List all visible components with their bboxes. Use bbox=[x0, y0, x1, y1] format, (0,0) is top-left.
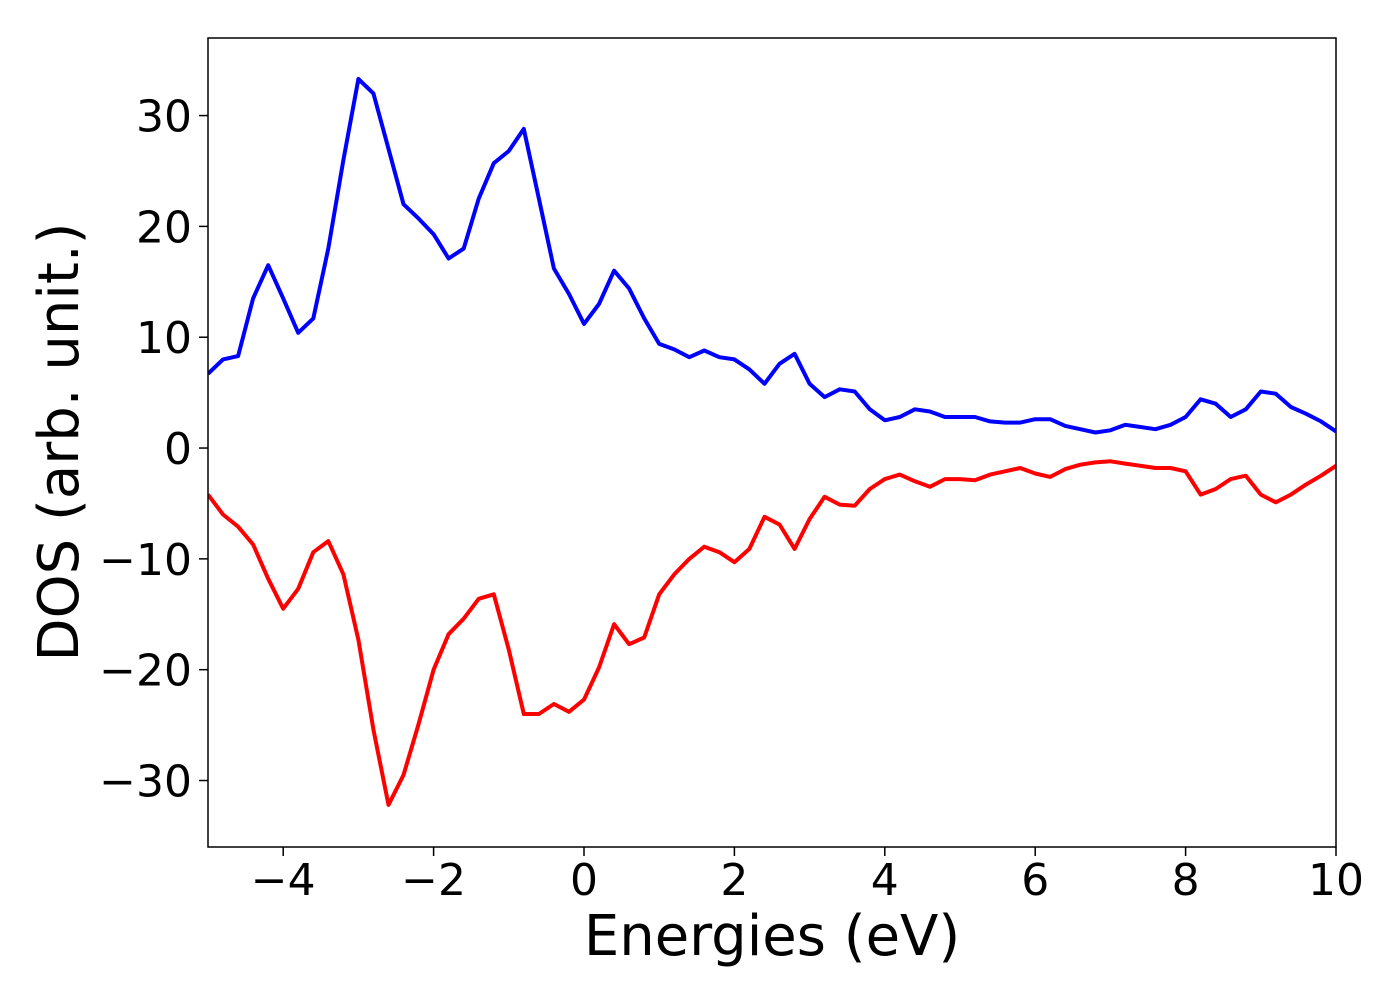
x-tick-label: 4 bbox=[871, 855, 899, 906]
y-tick-label: 10 bbox=[136, 313, 192, 364]
x-tick-label: 0 bbox=[570, 855, 598, 906]
x-tick-label: 6 bbox=[1021, 855, 1049, 906]
line-series bbox=[208, 77, 1336, 435]
x-tick-label: 2 bbox=[720, 855, 748, 906]
line-series bbox=[208, 459, 1336, 807]
x-tick-label: 8 bbox=[1172, 855, 1200, 906]
x-tick-label: 10 bbox=[1308, 855, 1364, 906]
y-tick-label: 30 bbox=[136, 92, 192, 143]
x-tick-label: −2 bbox=[401, 855, 466, 906]
plot-frame bbox=[207, 37, 1337, 848]
x-tick-label: −4 bbox=[251, 855, 316, 906]
y-tick-label: 20 bbox=[136, 202, 192, 253]
y-axis-label: DOS (arb. unit.) bbox=[27, 222, 92, 661]
y-tick-label: −20 bbox=[99, 646, 192, 697]
y-tick-label: −10 bbox=[99, 535, 192, 586]
y-tick-label: 0 bbox=[164, 424, 192, 475]
y-tick-label: −30 bbox=[99, 757, 192, 808]
x-axis-label: Energies (eV) bbox=[584, 904, 960, 969]
